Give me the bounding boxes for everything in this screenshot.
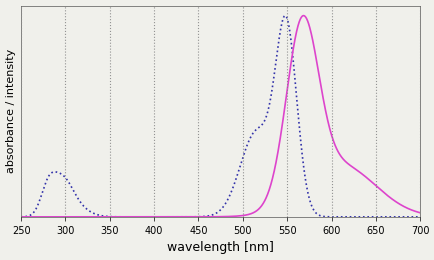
Y-axis label: absorbance / intensity: absorbance / intensity (6, 49, 16, 173)
X-axis label: wavelength [nm]: wavelength [nm] (167, 242, 273, 255)
